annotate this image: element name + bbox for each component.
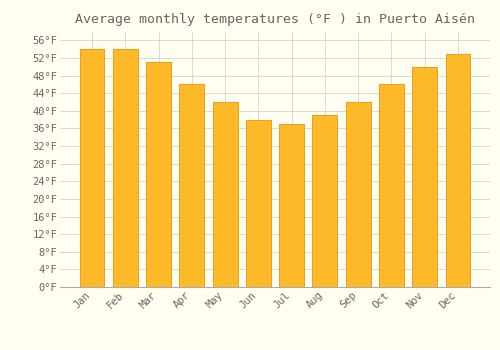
Bar <box>80 49 104 287</box>
Bar <box>146 62 171 287</box>
Bar <box>180 84 204 287</box>
Bar <box>246 120 271 287</box>
Bar <box>212 102 238 287</box>
Bar <box>346 102 370 287</box>
Bar <box>412 67 437 287</box>
Bar <box>279 124 304 287</box>
Bar <box>113 49 138 287</box>
Bar <box>312 115 338 287</box>
Bar <box>446 54 470 287</box>
Bar <box>379 84 404 287</box>
Title: Average monthly temperatures (°F ) in Puerto Aisén: Average monthly temperatures (°F ) in Pu… <box>75 13 475 26</box>
